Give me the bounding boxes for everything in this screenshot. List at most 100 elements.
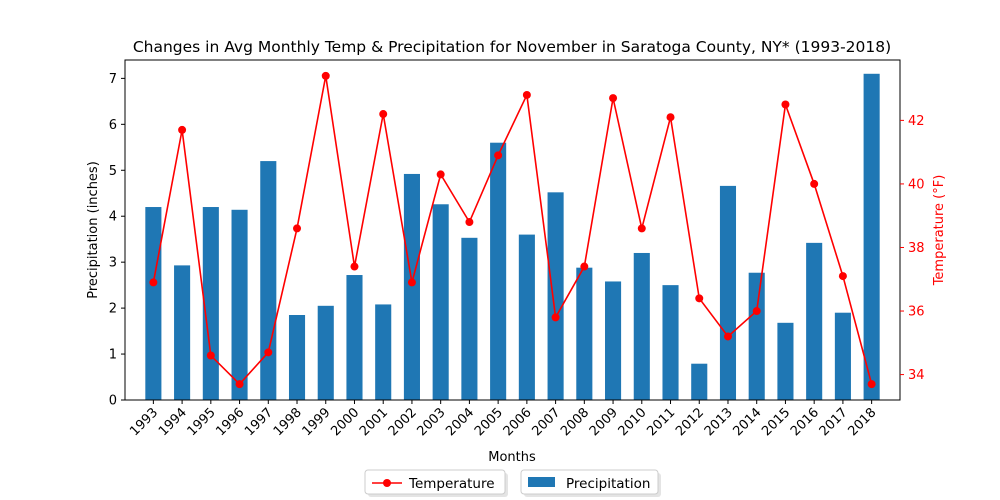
left-y-tick-label: 5 xyxy=(109,164,117,179)
legend-precipitation-label: Precipitation xyxy=(566,476,650,492)
x-tick-label: 2011 xyxy=(644,405,678,439)
left-y-axis: 0 1 2 3 4 5 6 7 xyxy=(109,72,125,409)
left-y-tick-label: 4 xyxy=(109,210,117,225)
temperature-point xyxy=(465,218,474,227)
legend-precipitation: Precipitation xyxy=(520,469,661,497)
x-tick-label: 2008 xyxy=(558,405,592,439)
precipitation-bar xyxy=(432,204,449,400)
temperature-point xyxy=(666,113,675,122)
temperature-point xyxy=(781,100,790,109)
x-tick-label: 2014 xyxy=(731,405,765,439)
temperature-point xyxy=(264,348,273,357)
temperature-point xyxy=(321,71,330,80)
precipitation-bar xyxy=(576,267,593,400)
right-y-tick-label: 42 xyxy=(908,114,925,129)
temperature-point xyxy=(810,179,819,188)
temperature-point xyxy=(350,262,359,271)
temperature-line xyxy=(152,75,873,386)
x-tick-label: 1998 xyxy=(271,405,305,439)
x-tick-label: 2007 xyxy=(529,405,563,439)
x-tick-label: 1999 xyxy=(300,405,334,439)
x-tick-label: 1994 xyxy=(156,405,190,439)
temperature-point xyxy=(867,380,876,389)
left-y-tick-label: 0 xyxy=(109,394,117,409)
temperature-point xyxy=(178,125,187,134)
right-y-tick-label: 38 xyxy=(908,241,925,256)
precipitation-bar xyxy=(461,237,478,400)
left-y-tick-label: 3 xyxy=(109,256,117,271)
x-tick-label: 1993 xyxy=(127,405,161,439)
precipitation-bar xyxy=(288,315,306,400)
precipitation-bar xyxy=(748,272,765,400)
right-y-tick-label: 36 xyxy=(908,305,925,320)
precipitation-bar xyxy=(691,363,708,400)
left-y-tick-label: 1 xyxy=(109,348,117,363)
temperature-point xyxy=(609,94,618,103)
temperature-point xyxy=(436,170,445,179)
precipitation-bar xyxy=(202,207,219,400)
x-tick-label: 2016 xyxy=(788,405,822,439)
x-tick-label: 2013 xyxy=(702,405,736,439)
precipitation-bar xyxy=(662,285,679,400)
left-y-tick-label: 7 xyxy=(109,72,117,87)
precipitation-bar xyxy=(375,304,392,400)
precipitation-bar xyxy=(403,173,420,400)
x-tick-label: 2005 xyxy=(472,405,506,439)
legend-temperature-marker xyxy=(383,479,391,487)
temperature-point xyxy=(407,278,416,287)
plot-area xyxy=(145,71,880,400)
precipitation-bar xyxy=(260,161,277,400)
legend-temperature-label: Temperature xyxy=(408,476,495,492)
precipitation-bar xyxy=(633,252,650,400)
precipitation-bar xyxy=(834,312,851,400)
temperature-point xyxy=(551,313,560,322)
x-axis: 1993199419951996199719981999200020012002… xyxy=(127,400,879,439)
x-tick-label: 2003 xyxy=(414,405,448,439)
right-y-tick-label: 40 xyxy=(908,177,925,192)
left-y-axis-label: Precipitation (inches) xyxy=(86,161,101,299)
legend-temperature: Temperature xyxy=(364,469,508,497)
temperature-point xyxy=(293,224,302,233)
precipitation-bar xyxy=(547,192,564,400)
plot-frame xyxy=(124,59,901,401)
temperature-point xyxy=(723,332,732,341)
precipitation-bar xyxy=(863,73,880,400)
right-y-axis: 34 36 38 40 42 xyxy=(900,114,925,383)
x-tick-label: 2015 xyxy=(759,405,793,439)
x-tick-label: 2012 xyxy=(673,405,707,439)
precipitation-bar xyxy=(317,305,334,400)
precipitation-bar xyxy=(231,209,248,400)
precipitation-bar xyxy=(605,281,622,400)
x-axis-label: Months xyxy=(488,450,536,465)
x-tick-label: 2006 xyxy=(501,405,535,439)
temperature-point xyxy=(752,307,761,316)
right-y-axis-label: Temperature (°F) xyxy=(932,175,947,287)
legend-precipitation-swatch xyxy=(528,477,555,487)
precipitation-bar xyxy=(145,207,162,400)
temperature-point xyxy=(522,90,531,99)
precipitation-bar xyxy=(174,265,191,400)
left-y-tick-label: 2 xyxy=(109,302,117,317)
precipitation-bar xyxy=(806,242,823,400)
x-tick-label: 2017 xyxy=(817,405,851,439)
temperature-point xyxy=(695,294,704,303)
x-tick-label: 2000 xyxy=(328,405,362,439)
precipitation-bar xyxy=(777,322,794,400)
x-tick-label: 2009 xyxy=(587,405,621,439)
x-tick-label: 2001 xyxy=(357,405,391,439)
temperature-point xyxy=(149,278,158,287)
temperature-point xyxy=(235,380,244,389)
temperature-point xyxy=(379,110,388,119)
precipitation-bar xyxy=(346,275,363,400)
temperature-point xyxy=(494,151,503,160)
precipitation-bar xyxy=(518,234,535,400)
right-y-tick-label: 34 xyxy=(908,368,925,383)
precipitation-bar xyxy=(490,142,507,400)
x-tick-label: 1995 xyxy=(185,405,219,439)
x-tick-label: 2018 xyxy=(845,405,879,439)
chart-title: Changes in Avg Monthly Temp & Precipitat… xyxy=(133,38,891,56)
left-y-tick-label: 6 xyxy=(109,118,117,133)
temperature-point xyxy=(580,262,589,271)
temperature-point xyxy=(637,224,646,233)
